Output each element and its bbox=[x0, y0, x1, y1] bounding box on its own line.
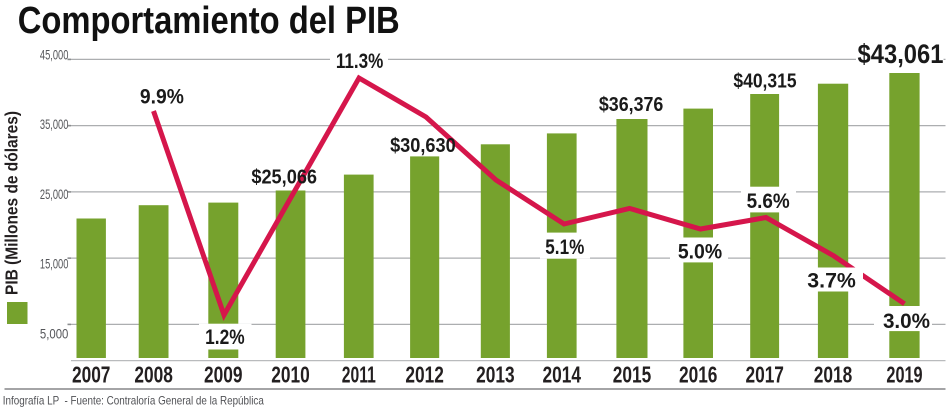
svg-text:Infografía LP - Fuente: Contr: Infografía LP - Fuente: Contraloría Gene… bbox=[3, 394, 264, 408]
svg-text:35,000: 35,000 bbox=[40, 116, 69, 132]
svg-text:Comportamiento del PIB: Comportamiento del PIB bbox=[18, 0, 400, 42]
svg-text:$40,315: $40,315 bbox=[733, 70, 796, 92]
svg-text:2017: 2017 bbox=[745, 361, 784, 387]
svg-text:2014: 2014 bbox=[543, 361, 582, 387]
svg-text:5,000: 5,000 bbox=[40, 325, 69, 341]
svg-text:PIB (Millones de dólares): PIB (Millones de dólares) bbox=[2, 111, 22, 295]
svg-text:2012: 2012 bbox=[405, 361, 444, 387]
svg-text:9.9%: 9.9% bbox=[140, 86, 184, 109]
svg-text:2010: 2010 bbox=[271, 361, 310, 387]
svg-text:$30,630: $30,630 bbox=[390, 135, 456, 157]
svg-text:1.2%: 1.2% bbox=[205, 326, 245, 349]
svg-text:11.3%: 11.3% bbox=[336, 50, 384, 73]
svg-text:2013: 2013 bbox=[476, 361, 515, 387]
svg-text:5.0%: 5.0% bbox=[678, 241, 723, 264]
svg-text:15,000: 15,000 bbox=[40, 256, 69, 272]
svg-text:2019: 2019 bbox=[886, 361, 922, 387]
svg-text:3.0%: 3.0% bbox=[883, 310, 930, 333]
svg-text:2011: 2011 bbox=[342, 361, 376, 387]
svg-text:$25,066: $25,066 bbox=[251, 167, 317, 189]
svg-text:2008: 2008 bbox=[134, 361, 173, 387]
svg-text:$43,061: $43,061 bbox=[858, 39, 944, 69]
svg-text:$36,376: $36,376 bbox=[599, 94, 664, 116]
svg-text:2016: 2016 bbox=[679, 361, 718, 387]
svg-text:5.1%: 5.1% bbox=[545, 236, 584, 259]
svg-text:2009: 2009 bbox=[204, 361, 243, 387]
svg-text:45,000: 45,000 bbox=[40, 47, 69, 63]
svg-text:2018: 2018 bbox=[814, 361, 853, 387]
svg-text:3.7%: 3.7% bbox=[807, 270, 856, 293]
svg-text:5.6%: 5.6% bbox=[747, 190, 790, 213]
svg-text:2007: 2007 bbox=[72, 361, 111, 387]
svg-text:2015: 2015 bbox=[613, 361, 652, 387]
svg-text:25,000: 25,000 bbox=[40, 186, 69, 202]
